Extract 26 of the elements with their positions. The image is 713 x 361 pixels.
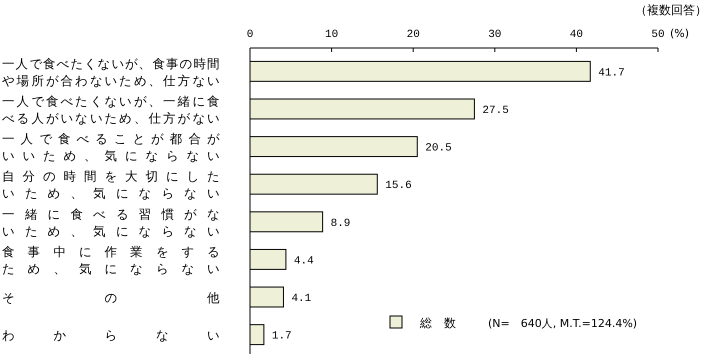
data-label: 15.6: [385, 180, 412, 192]
x-tick-label: 10: [325, 29, 338, 41]
text: （複数回答）: [635, 3, 707, 17]
y-tick-label: 食事中に作業をするため、気にならない: [2, 244, 220, 276]
data-label: 8.9: [330, 218, 350, 230]
y-tick-label: 一人で食べたくないが、一緒に食べる人がいないため、仕方がない: [2, 93, 220, 126]
legend-label: 総 数: [419, 316, 456, 330]
data-label: 20.5: [425, 142, 452, 155]
data-label: 4.4: [294, 255, 314, 268]
y-tick-label: その他: [2, 290, 220, 306]
x-tick-label: 50: [651, 29, 665, 41]
x-tick-label: 20: [406, 29, 420, 41]
y-tick-label: 自分の時間を大切にしたいため、気にならない: [2, 168, 220, 201]
y-tick-label: 一人で食べたくないが、食事の時間や場所が合わないため、仕方ない: [2, 56, 220, 88]
y-tick-label: 一緒に食べる習慣がないため、気にならない: [2, 206, 220, 238]
x-tick-label: 40: [570, 29, 583, 41]
data-label: 27.5: [482, 104, 509, 117]
annotation: (N= 640人, M.T.=124.4%): [488, 317, 638, 330]
y-tick-label: 一人で食べることが都合がいいため、気にならない: [2, 131, 221, 164]
data-label: 41.7: [598, 67, 625, 80]
data-label: 1.7: [272, 330, 292, 343]
data-label: 4.1: [291, 293, 312, 306]
x-axis-title: (%): [670, 27, 690, 40]
y-tick-label: わからない: [2, 328, 220, 343]
x-tick-label: 0: [246, 29, 254, 41]
x-tick-label: 30: [488, 29, 502, 41]
